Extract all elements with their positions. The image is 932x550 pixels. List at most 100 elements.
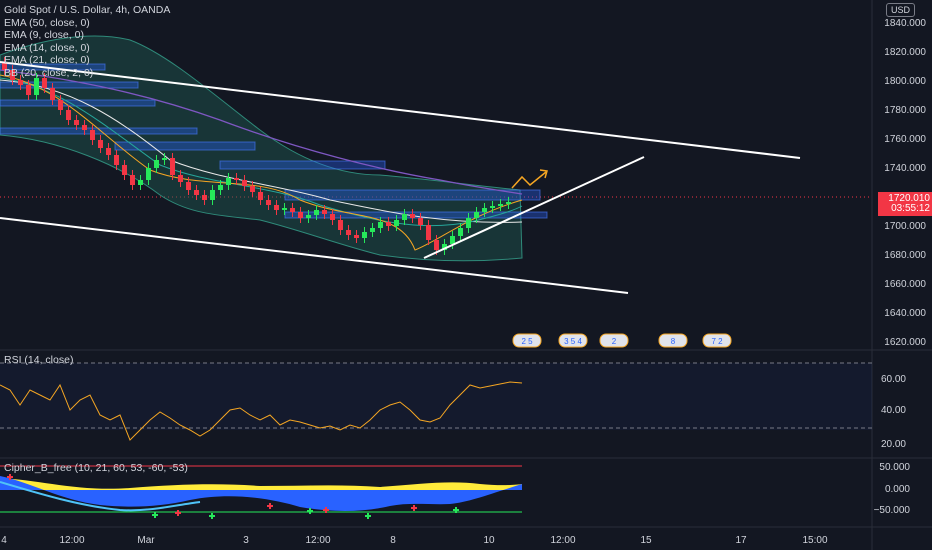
candle-body [210, 190, 215, 200]
price-tick-label: 1800.000 [884, 76, 926, 87]
rsi-tick-label: 20.00 [881, 439, 906, 450]
price-tick-label: 1660.000 [884, 279, 926, 290]
cipher-signal-dot [365, 513, 371, 519]
legend-ema-50[interactable]: EMA (50, close, 0) [4, 16, 90, 29]
channel-lower-line[interactable] [0, 217, 629, 294]
candle-body [162, 158, 167, 160]
candle-body [106, 148, 111, 155]
candle-body [146, 168, 151, 180]
support-trendline[interactable] [423, 156, 645, 259]
candle-body [426, 225, 431, 240]
price-tick-label: 1740.000 [884, 163, 926, 174]
event-badge[interactable]: 2 5 [512, 333, 542, 348]
time-tick-label: 15:00 [802, 535, 827, 546]
event-badge-label: 8 [671, 337, 676, 346]
cipher-signal-dot [453, 507, 459, 513]
cipher-wave-blue [0, 476, 522, 511]
candle-body [330, 214, 335, 220]
candle-body [170, 158, 175, 175]
event-badge[interactable]: 7 2 [702, 333, 732, 348]
candle-body [282, 208, 287, 210]
candle-body [290, 208, 295, 212]
event-badge-label: 3 5 4 [564, 337, 582, 346]
legend-bb[interactable]: BB (20, close, 2, 0) [4, 66, 94, 79]
candle-body [266, 200, 271, 205]
cipher-signal-dot [152, 512, 158, 518]
projection-arrow [511, 171, 547, 189]
candlesticks [2, 57, 511, 255]
cipher-signal-dot [267, 503, 273, 509]
rsi-title[interactable]: RSI (14, close) [4, 354, 74, 366]
candle-body [186, 182, 191, 190]
cipher-signals [7, 474, 459, 519]
price-tick-label: 1620.000 [884, 337, 926, 348]
event-badge[interactable]: 8 [658, 333, 688, 348]
cipher-tick-label: 0.000 [885, 484, 910, 495]
indicator-legend: Gold Spot / U.S. Dollar, 4h, OANDA EMA (… [4, 4, 170, 79]
legend-ema-14[interactable]: EMA (14, close, 0) [4, 41, 90, 54]
candle-body [226, 178, 231, 185]
candle-body [202, 195, 207, 200]
cipher-tick-label: −50.000 [874, 505, 911, 516]
candle-body [306, 215, 311, 218]
candle-body [234, 178, 239, 180]
price-tick-label: 1640.000 [884, 308, 926, 319]
rsi-line [0, 381, 523, 441]
price-tick-label: 1680.000 [884, 250, 926, 261]
candle-body [482, 208, 487, 212]
candle-body [386, 222, 391, 226]
bar-countdown: 03:55:12 [891, 203, 930, 214]
symbol-title[interactable]: Gold Spot / U.S. Dollar, 4h, OANDA [4, 4, 171, 16]
time-tick-label: 17 [735, 535, 747, 546]
event-badge-label: 7 2 [711, 337, 723, 346]
last-price-tag: 1720.010 03:55:12 [878, 192, 932, 216]
candle-body [90, 130, 95, 140]
time-tick-label: 4 [1, 535, 7, 546]
cipher-signal-dot [7, 474, 13, 480]
candle-body [434, 240, 439, 250]
candle-body [258, 192, 263, 200]
cipher-title[interactable]: Cipher_B_free (10, 21, 60, 53, -60, -53) [4, 462, 188, 474]
legend-ema-9[interactable]: EMA (9, close, 0) [4, 29, 84, 41]
candle-body [322, 210, 327, 214]
cipher-wave-light [0, 481, 201, 512]
candle-body [506, 202, 511, 204]
economic-events: 2 5 3 5 4 2 8 7 2 [512, 333, 732, 348]
candle-body [242, 180, 247, 186]
event-badge-label: 2 5 [521, 337, 533, 346]
rsi-tick-label: 60.00 [881, 374, 906, 385]
legend-ema-21[interactable]: EMA (21, close, 0) [4, 54, 90, 66]
time-tick-label: Mar [137, 535, 155, 546]
cipher-signal-dot [209, 513, 215, 519]
time-tick-label: 12:00 [59, 535, 84, 546]
event-badge[interactable]: 2 [599, 333, 629, 348]
time-axis: 4 12:00 Mar 3 12:00 8 10 12:00 15 17 15:00 [1, 535, 828, 546]
bollinger-band [0, 35, 523, 262]
candle-body [50, 88, 55, 100]
candle-body [490, 206, 495, 208]
event-badge-label: 2 [612, 337, 617, 346]
candle-body [10, 70, 15, 80]
rsi-axis: 60.00 40.00 20.00 [881, 374, 906, 450]
candle-body [474, 212, 479, 218]
ema-50 [0, 69, 523, 195]
candle-body [466, 218, 471, 228]
rsi-tick-label: 40.00 [881, 405, 906, 416]
channel-upper-line[interactable] [0, 61, 801, 159]
rsi-band [0, 363, 872, 430]
price-tick-label: 1820.000 [884, 47, 926, 58]
candle-body [74, 120, 79, 125]
time-tick-label: 10 [483, 535, 495, 546]
time-tick-label: 8 [390, 535, 396, 546]
candle-body [394, 220, 399, 226]
cipher-axis: 50.000 0.000 −50.000 [874, 462, 911, 516]
time-tick-label: 3 [243, 535, 249, 546]
candle-body [154, 160, 159, 168]
event-badge[interactable]: 3 5 4 [558, 333, 588, 348]
candle-body [98, 140, 103, 148]
candle-body [346, 230, 351, 235]
candle-body [370, 228, 375, 232]
candle-body [122, 165, 127, 175]
currency-button[interactable]: USD [886, 3, 916, 17]
